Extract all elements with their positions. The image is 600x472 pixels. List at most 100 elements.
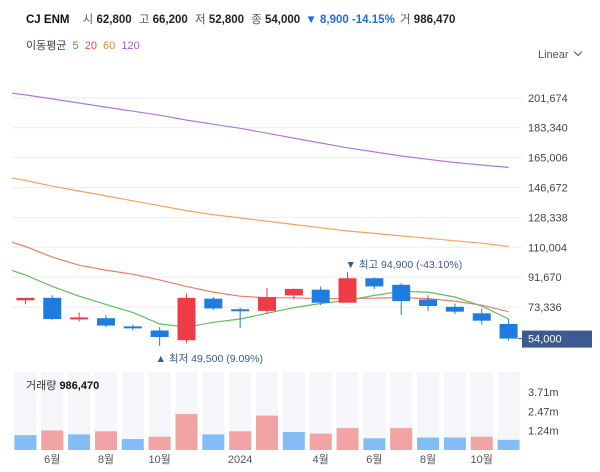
volume-bar [497,439,520,450]
volume-bar [470,436,493,450]
volume-bar [443,437,466,450]
y-tick-label: 201,674 [528,93,568,105]
volume-column-bg [121,372,144,450]
volume-bar [14,435,37,450]
volume-bar [175,414,198,450]
ma5-label: 5 [72,40,79,52]
candle-body [150,330,169,337]
y-tick-label: 110,004 [528,242,567,254]
x-tick-label: 10월 [148,453,170,466]
candle-body [204,298,223,309]
volume-bar [363,438,386,450]
volume-bar [121,439,144,450]
y-tick-label: 73,336 [528,302,562,314]
low-label: 저 [195,14,206,26]
ma5-line [11,269,509,328]
volume-column-bg [202,372,225,450]
ma20-line [11,241,509,313]
change-value: ▼ 8,900 -14.15% [305,14,395,26]
volume-bar [94,431,117,450]
volume-column-bg [497,372,520,450]
candle-body [123,326,142,329]
candle-body [499,323,518,339]
ma-legend[interactable]: 이동평균 5 20 60 120 [26,37,143,53]
candle-body [258,297,276,311]
candle-body [338,278,357,303]
x-tick-label: 6월 [366,453,382,466]
volume-bar [148,436,171,450]
volume-bar [336,428,359,450]
close-label: 종 [251,14,262,26]
volume-bar [202,434,225,450]
candle-body [392,284,411,302]
open-value: 62,800 [96,14,132,26]
last-price-tag [522,330,592,348]
candle-body [70,317,89,320]
volume-column-bg [229,372,252,450]
candle-body [16,297,35,301]
low-value: 52,800 [208,14,245,26]
volume-bar [390,428,413,450]
volume-column-bg [68,372,91,450]
volume-column-bg [470,372,493,450]
volume-label: 거 [400,14,411,26]
y-tick-label: 128,338 [528,212,568,224]
volume-column-bg [363,372,386,450]
open-label: 시 [82,14,94,26]
volume-column-bg [148,372,171,450]
volume-column-bg [282,372,305,450]
candle-body [311,289,330,303]
volume-bar [417,437,440,450]
close-value: 54,000 [265,14,301,26]
volume-tick-label: 3.71m [528,387,559,399]
candle-body [284,288,303,296]
volume-tick-label: 1.24m [528,426,559,438]
y-tick-label: 146,672 [528,183,568,195]
candle-body [445,306,464,312]
volume-column-bg [417,372,440,450]
volume-bar [309,433,332,450]
candle-body [96,318,115,326]
ma60-line [11,177,509,248]
x-tick-label: 8월 [98,453,114,466]
last-price-label: 54,000 [528,334,562,346]
volume-bar [229,431,252,450]
volume-tick-label: 2.47m [528,406,559,418]
volume-title-label: 거래량 [26,380,57,392]
ma20-label: 20 [84,40,97,52]
y-tick-label: 91,670 [528,272,562,284]
volume-bar [68,434,91,450]
min-price-annotation: ▲ 최저 49,500 (9.09%) [156,353,263,365]
candle-body [419,299,438,306]
y-tick-label: 183,340 [528,123,568,135]
x-tick-label: 6월 [44,453,60,466]
volume-column-bg [309,372,332,450]
volume-column-bg [443,372,466,450]
high-label: 고 [138,14,150,26]
x-tick-label: 10월 [471,453,493,466]
volume-bar [256,415,278,450]
candle-body [472,313,491,321]
scale-dropdown[interactable]: Linear [538,47,582,61]
candle-body [43,297,62,320]
volume-bar [282,432,305,450]
candle-body [177,297,196,341]
ma60-label: 60 [103,40,116,52]
high-value: 66,200 [152,14,188,26]
stock-name: CJ ENM [26,14,70,26]
header: CJ ENM 시 62,800 고 66,200 저 52,800 종 54,0… [26,11,457,27]
y-tick-label: 165,006 [528,153,568,165]
volume-column-bg [94,372,117,450]
volume-bar [41,430,64,450]
volume-value: 986,470 [413,14,456,26]
x-tick-label: 4월 [313,453,329,466]
x-tick-label: 8월 [420,453,436,466]
ma120-label: 120 [121,40,140,52]
candle-body [231,309,250,312]
scale-mode-label: Linear [538,49,569,61]
ma-legend-title: 이동평균 [26,40,67,52]
volume-column-bg [14,372,37,450]
max-price-annotation: ▼ 최고 94,900 (-43.10%) [346,259,463,271]
candle-body [365,278,384,287]
